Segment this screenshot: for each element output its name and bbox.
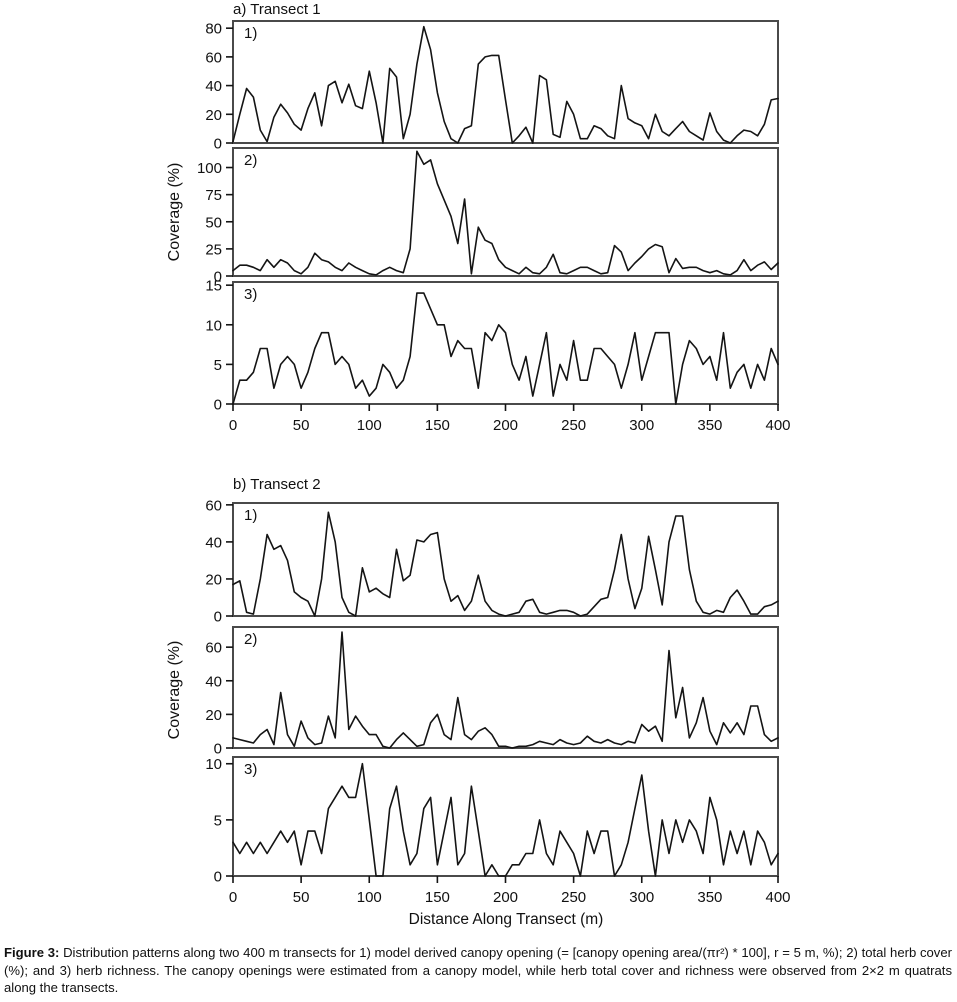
x-tick-label: 300 [629, 417, 654, 434]
y-tick-label: 5 [214, 357, 222, 374]
y-tick-label: 0 [214, 136, 222, 153]
panel-b-y-axis-label: Coverage (%) [166, 640, 183, 740]
y-tick-label: 100 [197, 160, 222, 177]
panel-a-subplot-1-label: 1) [244, 25, 258, 42]
y-tick-label: 0 [214, 609, 222, 626]
x-tick-label: 200 [493, 417, 518, 434]
x-tick-label: 250 [561, 889, 586, 906]
y-tick-label: 20 [205, 707, 222, 724]
plot-frame [232, 756, 779, 877]
data-line-2 [232, 150, 779, 276]
y-tick-label: 40 [205, 534, 222, 551]
plot-frame [232, 281, 779, 405]
panel-a-subplot-2-chart: 0 25 50 75 100 [197, 147, 779, 286]
data-line-3 [232, 292, 779, 405]
caption-label: Figure 3: [4, 945, 60, 960]
data-line-3 [232, 762, 779, 877]
data-line-1 [232, 25, 779, 144]
panel-b-title: b) Transect 2 [233, 476, 321, 493]
y-tick-label: 5 [214, 812, 222, 829]
plot-frame [232, 626, 779, 749]
panel-b-subplot-3-label: 3) [244, 761, 258, 778]
panel-b-subplot-2-label: 2) [244, 631, 258, 648]
x-tick-label: 0 [229, 889, 237, 906]
x-tick-label: 150 [425, 889, 450, 906]
caption-text: Distribution patterns along two 400 m tr… [4, 945, 952, 996]
x-tick-label: 300 [629, 889, 654, 906]
x-tick-label: 0 [229, 417, 237, 434]
y-tick-label: 15 [205, 278, 222, 295]
y-tick-label: 0 [214, 269, 222, 286]
x-tick-label: 350 [697, 889, 722, 906]
x-tick-label: 100 [357, 889, 382, 906]
y-tick-label: 75 [205, 187, 222, 204]
y-tick-label: 25 [205, 241, 222, 258]
figure-caption: Figure 3: Distribution patterns along tw… [4, 944, 952, 997]
y-tick-label: 40 [205, 78, 222, 95]
x-tick-label: 50 [293, 417, 310, 434]
x-tick-label: 100 [357, 417, 382, 434]
panel-a-subplot-1-chart: 0 20 40 60 80 [205, 20, 779, 153]
y-tick-label: 80 [205, 21, 222, 38]
y-tick-label: 10 [205, 756, 222, 773]
x-tick-label: 250 [561, 417, 586, 434]
x-tick-label: 400 [765, 417, 790, 434]
panel-a-title: a) Transect 1 [233, 1, 321, 18]
y-tick-label: 60 [205, 497, 222, 514]
x-axis-title: Distance Along Transect (m) [408, 911, 604, 928]
x-tick-label: 150 [425, 417, 450, 434]
x-tick-label: 50 [293, 889, 310, 906]
panel-b-subplot-1-chart: 0 20 40 60 [205, 497, 779, 626]
panel-b-subplot-1-label: 1) [244, 507, 258, 524]
data-line-1 [232, 511, 779, 617]
panel-a-subplot-3-label: 3) [244, 286, 258, 303]
y-tick-label: 20 [205, 571, 222, 588]
y-tick-label: 60 [205, 640, 222, 657]
y-tick-label: 0 [214, 741, 222, 758]
x-tick-label: 350 [697, 417, 722, 434]
y-tick-label: 50 [205, 214, 222, 231]
y-tick-label: 40 [205, 673, 222, 690]
plot-frame [232, 20, 779, 144]
data-line-2 [232, 631, 779, 749]
y-tick-label: 60 [205, 49, 222, 66]
x-tick-label: 200 [493, 889, 518, 906]
y-tick-label: 0 [214, 397, 222, 414]
y-tick-label: 0 [214, 869, 222, 886]
panel-a-y-axis-label: Coverage (%) [166, 162, 183, 262]
plot-frame [232, 147, 779, 277]
x-tick-label: 400 [765, 889, 790, 906]
panel-b-subplot-2-chart: 0 20 40 60 [205, 626, 779, 758]
panel-a-subplot-2-label: 2) [244, 152, 258, 169]
y-tick-label: 10 [205, 317, 222, 334]
y-tick-label: 20 [205, 107, 222, 124]
